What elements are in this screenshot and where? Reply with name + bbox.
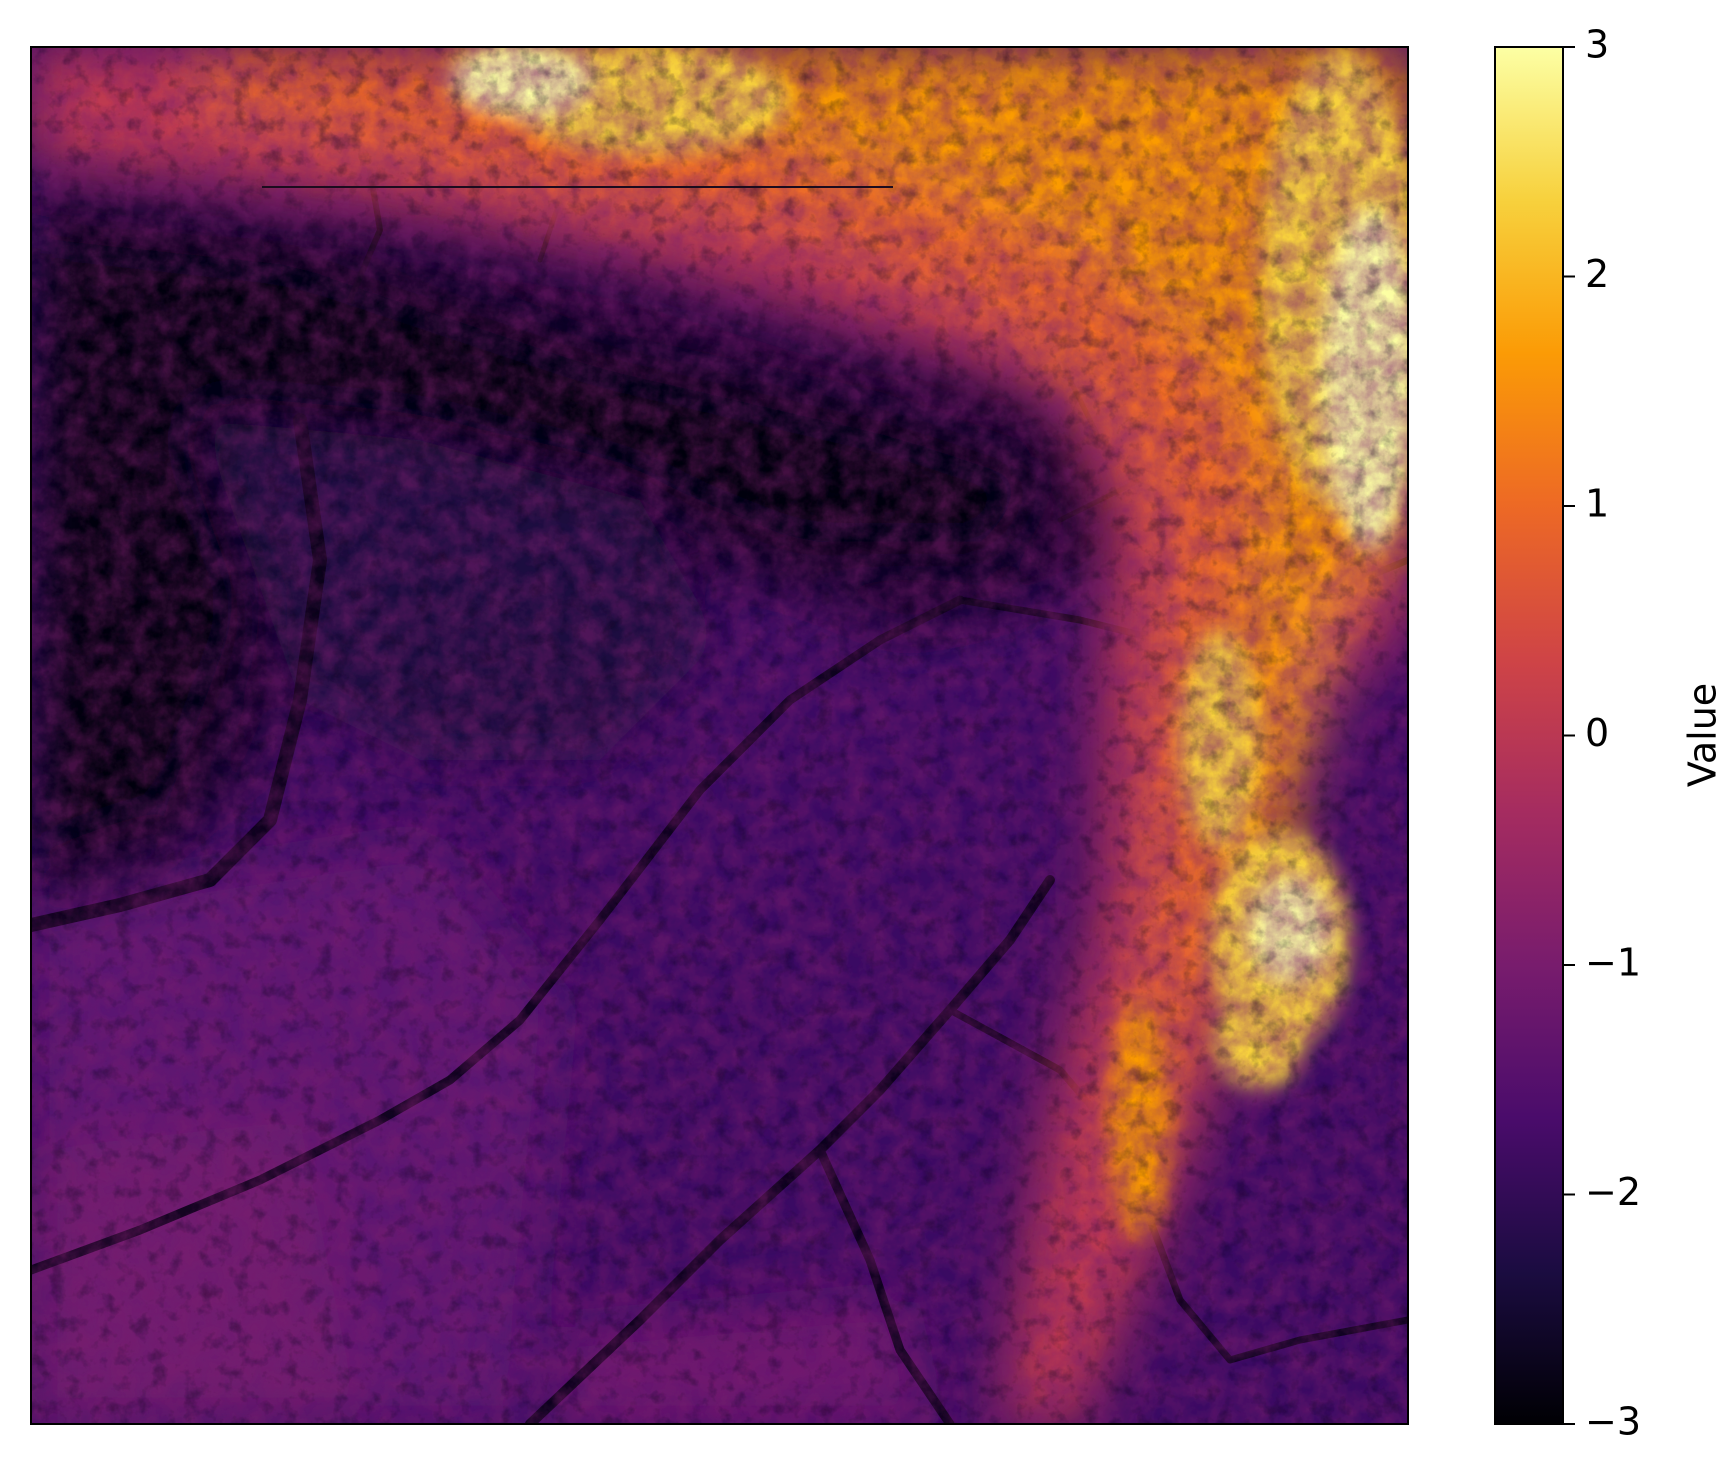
heatmap-image [31, 47, 1408, 1424]
colorbar-fill [1495, 47, 1563, 1424]
colorbar-tick-label: 1 [1585, 482, 1609, 526]
colorbar-label: Value [1681, 683, 1725, 787]
colorbar-tick-label: −1 [1585, 941, 1641, 985]
colorbar-tick-label: 3 [1585, 23, 1609, 67]
colorbar-tick-label: 0 [1585, 711, 1609, 755]
colorbar: −3 −2 −1 0 1 2 3 Value [1494, 23, 1725, 1444]
colorbar-ticks: −3 −2 −1 0 1 2 3 [1563, 23, 1641, 1444]
plot-frame [30, 46, 1409, 1425]
colorbar-tick-label: −3 [1585, 1400, 1641, 1444]
colorbar-tick-label: −2 [1585, 1170, 1641, 1214]
colorbar-tick-label: 2 [1585, 252, 1609, 296]
